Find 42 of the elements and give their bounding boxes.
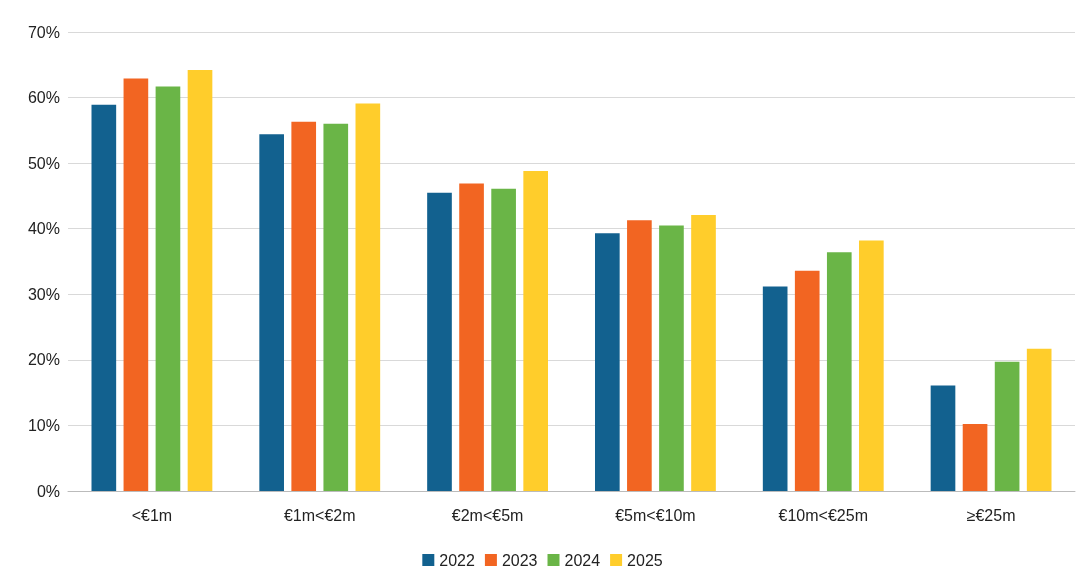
- bar: [1026, 348, 1052, 491]
- y-tick-label: 30%: [27, 285, 60, 303]
- y-tick-label: 10%: [27, 416, 60, 434]
- bar: [826, 252, 852, 491]
- y-tick-label: 40%: [27, 220, 60, 238]
- bar: [659, 225, 684, 491]
- bar: [187, 70, 213, 491]
- bar: [762, 286, 788, 491]
- legend-label: 2025: [627, 551, 663, 569]
- y-tick-label: 20%: [27, 351, 60, 369]
- y-tick-label: 70%: [27, 23, 60, 41]
- y-tick-label: 50%: [27, 154, 60, 172]
- y-tick-label: 0%: [36, 482, 60, 500]
- x-tick-label: €2m<€5m: [451, 506, 524, 524]
- y-tick-label: 60%: [27, 89, 60, 107]
- bar: [523, 171, 548, 491]
- bar: [259, 134, 284, 491]
- bar: [595, 233, 620, 491]
- bar: [994, 361, 1020, 491]
- bar: [323, 123, 349, 491]
- bar: [355, 103, 381, 491]
- legend-label: 2022: [439, 551, 476, 569]
- x-tick-label: <€1m: [131, 506, 173, 524]
- x-tick-label: €10m<€25m: [778, 506, 868, 524]
- bar: [155, 86, 181, 491]
- bar: [491, 188, 516, 491]
- bar: [459, 183, 484, 491]
- x-tick-label: €5m<€10m: [615, 506, 696, 524]
- bar: [427, 192, 452, 491]
- bar: [291, 121, 317, 491]
- legend-label: 2023: [501, 551, 538, 569]
- x-tick-label: ≥€25m: [966, 506, 1016, 524]
- bar: [627, 220, 652, 491]
- legend-label: 2024: [564, 551, 601, 569]
- bar: [930, 385, 956, 491]
- x-tick-label: €1m<€2m: [283, 506, 356, 524]
- bar: [962, 424, 988, 491]
- bar: [91, 104, 117, 491]
- bar: [859, 240, 884, 491]
- bar: [691, 214, 716, 491]
- bar: [123, 78, 149, 491]
- bar: [794, 270, 820, 491]
